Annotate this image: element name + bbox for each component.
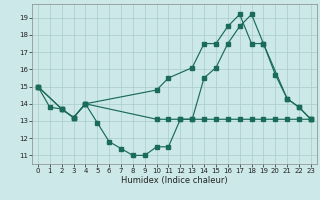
X-axis label: Humidex (Indice chaleur): Humidex (Indice chaleur) [121, 176, 228, 185]
